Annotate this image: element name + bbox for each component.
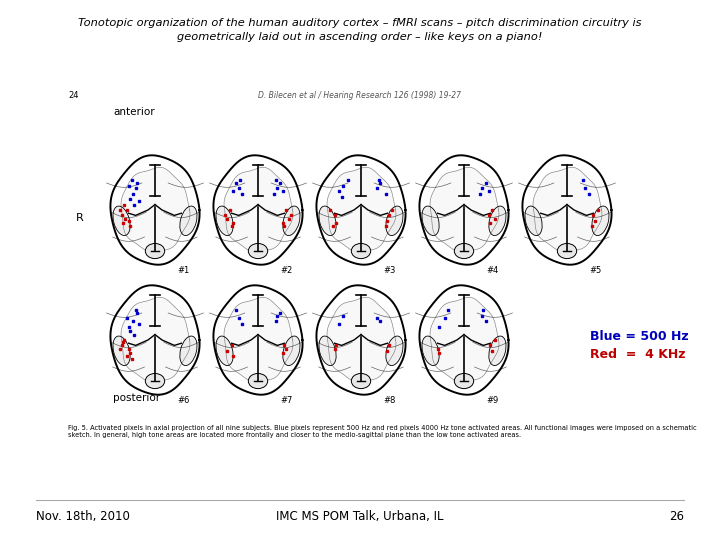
Polygon shape — [224, 298, 293, 382]
Ellipse shape — [351, 374, 371, 389]
Text: Tonotopic organization of the human auditory cortex – fMRI scans – pitch discrim: Tonotopic organization of the human audi… — [78, 18, 642, 28]
Text: #4: #4 — [486, 266, 498, 275]
Text: Blue = 500 Hz: Blue = 500 Hz — [590, 330, 688, 343]
Polygon shape — [316, 156, 405, 265]
Polygon shape — [213, 156, 302, 265]
Polygon shape — [316, 285, 405, 395]
Ellipse shape — [216, 206, 233, 235]
Ellipse shape — [283, 206, 300, 235]
Ellipse shape — [319, 206, 336, 235]
Ellipse shape — [422, 206, 439, 235]
Ellipse shape — [248, 374, 268, 389]
Text: 26: 26 — [669, 510, 684, 523]
Polygon shape — [121, 167, 190, 252]
Text: #3: #3 — [383, 266, 395, 275]
Text: #6: #6 — [177, 396, 189, 405]
Text: #5: #5 — [589, 266, 601, 275]
Text: #2: #2 — [280, 266, 292, 275]
Ellipse shape — [525, 206, 542, 235]
Text: R: R — [76, 213, 84, 223]
Ellipse shape — [454, 244, 474, 259]
Ellipse shape — [180, 206, 197, 235]
Polygon shape — [110, 285, 199, 395]
Ellipse shape — [454, 374, 474, 389]
Polygon shape — [420, 285, 508, 395]
Polygon shape — [523, 156, 611, 265]
Text: anterior: anterior — [113, 107, 155, 117]
Ellipse shape — [489, 206, 506, 235]
Ellipse shape — [283, 336, 300, 366]
Text: L: L — [222, 213, 228, 223]
Polygon shape — [533, 167, 602, 252]
Ellipse shape — [216, 336, 233, 366]
Ellipse shape — [180, 336, 197, 366]
Ellipse shape — [422, 336, 439, 366]
Text: #7: #7 — [280, 396, 292, 405]
Text: #1: #1 — [177, 266, 189, 275]
Ellipse shape — [386, 336, 403, 366]
Ellipse shape — [248, 244, 268, 259]
Ellipse shape — [145, 374, 165, 389]
Ellipse shape — [557, 244, 577, 259]
Text: 24: 24 — [68, 91, 78, 100]
Text: #8: #8 — [383, 396, 395, 405]
Ellipse shape — [113, 336, 130, 366]
Text: D. Bilecen et al / Hearing Research 126 (1998) 19-27: D. Bilecen et al / Hearing Research 126 … — [258, 91, 462, 100]
Polygon shape — [121, 298, 190, 382]
Polygon shape — [430, 298, 499, 382]
Polygon shape — [430, 167, 499, 252]
Text: posterior: posterior — [113, 393, 160, 403]
Text: geometrically laid out in ascending order – like keys on a piano!: geometrically laid out in ascending orde… — [177, 32, 543, 42]
Polygon shape — [224, 167, 293, 252]
Ellipse shape — [113, 206, 130, 235]
Polygon shape — [213, 285, 302, 395]
Text: Nov. 18th, 2010: Nov. 18th, 2010 — [36, 510, 130, 523]
Ellipse shape — [145, 244, 165, 259]
Ellipse shape — [592, 206, 609, 235]
Text: Red  =  4 KHz: Red = 4 KHz — [590, 348, 685, 361]
Polygon shape — [327, 298, 396, 382]
Ellipse shape — [489, 336, 506, 366]
Polygon shape — [327, 167, 396, 252]
Ellipse shape — [319, 336, 336, 366]
Ellipse shape — [351, 244, 371, 259]
Text: Fig. 5. Activated pixels in axial projection of all nine subjects. Blue pixels r: Fig. 5. Activated pixels in axial projec… — [68, 425, 697, 438]
Ellipse shape — [386, 206, 403, 235]
Text: IMC MS POM Talk, Urbana, IL: IMC MS POM Talk, Urbana, IL — [276, 510, 444, 523]
Polygon shape — [420, 156, 508, 265]
Polygon shape — [110, 156, 199, 265]
Text: #9: #9 — [486, 396, 498, 405]
